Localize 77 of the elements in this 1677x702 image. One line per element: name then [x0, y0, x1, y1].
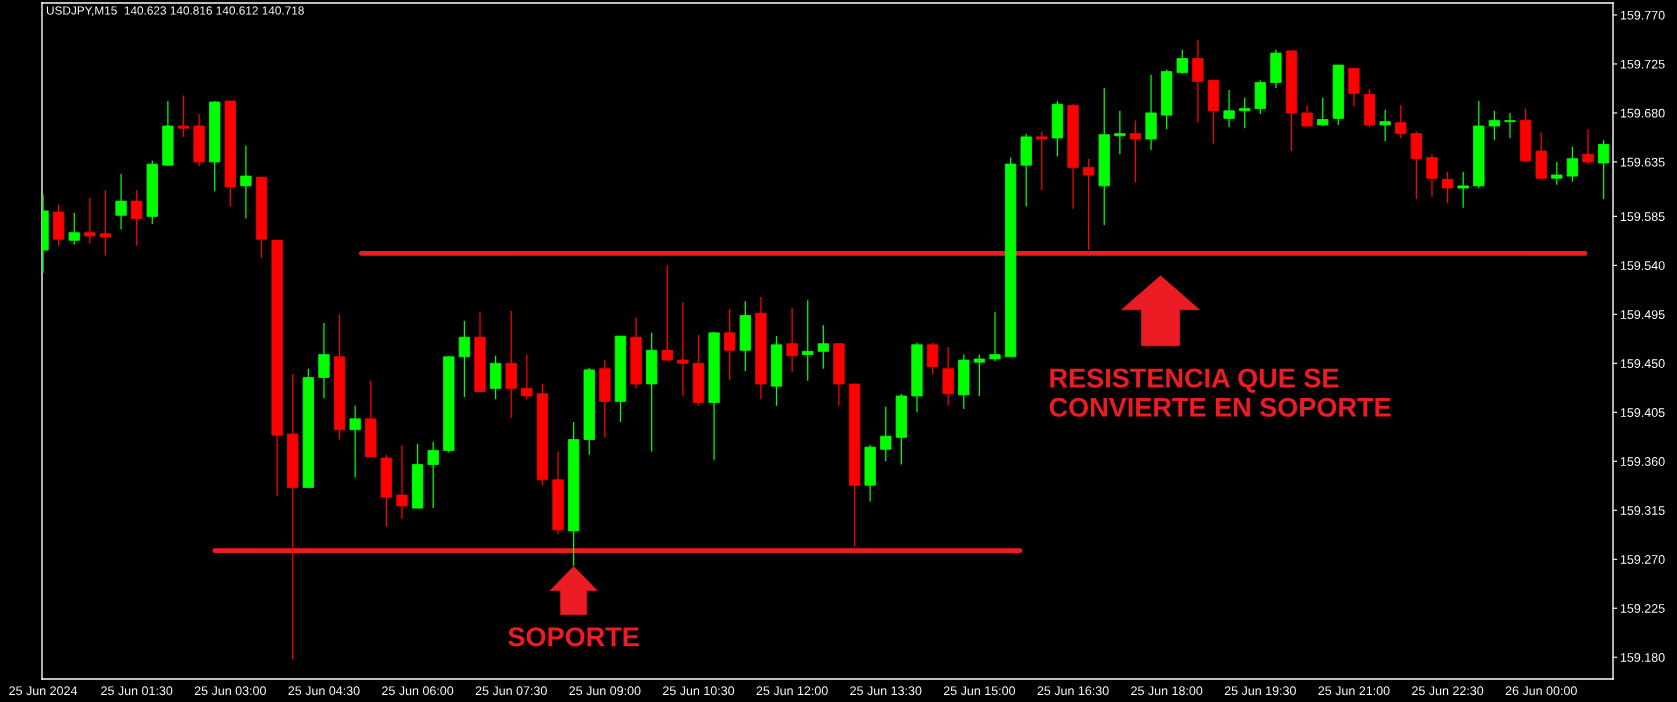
y-tick-label: 159.225: [1620, 604, 1665, 613]
candlestick: [458, 320, 471, 398]
candlestick: [786, 307, 798, 373]
x-tick-label: 25 Jun 22:30: [1412, 686, 1484, 696]
y-tick-label: 159.635: [1620, 157, 1665, 167]
candlestick: [1504, 112, 1516, 139]
candlestick: [521, 353, 533, 400]
y-tick-label: 159.315: [1620, 506, 1665, 515]
x-tick-label: 25 Jun 21:00: [1318, 686, 1390, 696]
x-tick-label: 25 Jun 01:30: [101, 686, 173, 696]
candlestick: [724, 308, 736, 381]
x-tick-label: 25 Jun 16:30: [1037, 686, 1109, 696]
candlestick: [1082, 158, 1095, 251]
x-tick-label: 25 Jun 09:00: [569, 686, 641, 696]
candlestick: [240, 144, 252, 220]
candlestick: [880, 406, 892, 462]
x-tick-label: 25 Jun 13:30: [850, 686, 922, 696]
y-tick-label: 159.405: [1620, 408, 1665, 417]
candlestick: [1379, 109, 1391, 142]
y-tick-label: 159.540: [1620, 261, 1665, 270]
candlestick: [177, 94, 190, 138]
x-tick-label: 25 Jun 07:30: [475, 686, 547, 696]
candlestick: [318, 322, 330, 399]
candlestick: [973, 353, 986, 397]
candlestick: [1395, 104, 1407, 139]
y-tick-label: 159.680: [1620, 108, 1665, 118]
y-tick-label: 159.725: [1620, 59, 1665, 69]
x-tick-label: 25 Jun 18:00: [1131, 686, 1203, 696]
candlestick: [115, 173, 127, 231]
y-tick-label: 159.770: [1620, 10, 1665, 20]
candlestick: [1176, 49, 1188, 75]
candlestick: [926, 342, 939, 375]
candlestick: [1597, 139, 1610, 200]
candlestick: [349, 405, 361, 479]
x-tick-label: 25 Jun 10:30: [662, 686, 735, 696]
candlestick: [1036, 130, 1048, 191]
candlestick: [661, 264, 673, 362]
candlestick: [1223, 89, 1235, 128]
candlestick: [396, 444, 408, 520]
candlestick: [989, 311, 1001, 362]
candlestick: [1192, 39, 1204, 124]
y-tick-label: 159.495: [1620, 310, 1665, 319]
chart-title: USDJPY,M15 140.623 140.816 140.612 140.718: [46, 6, 304, 17]
x-tick-label: 25 Jun 06:00: [382, 686, 454, 696]
candlestick: [1239, 97, 1251, 129]
y-tick-label: 159.450: [1620, 359, 1665, 368]
candlestick: [802, 299, 814, 382]
candlestick: [677, 301, 689, 397]
y-tick-label: 159.180: [1620, 653, 1665, 662]
x-tick-label: 25 Jun 19:30: [1224, 686, 1296, 696]
candlestick: [817, 324, 829, 370]
x-tick-label: 25 Jun 15:00: [943, 686, 1016, 696]
x-tick-label: 25 Jun 03:00: [194, 686, 266, 696]
candlestick: [1551, 161, 1563, 186]
candlestick: [1582, 128, 1594, 165]
annotation: RESISTENCIA QUE SE CONVIERTE EN SOPORTE: [1049, 368, 1391, 417]
y-tick-label: 159.270: [1620, 555, 1665, 564]
candlestick: [68, 212, 80, 246]
candlestick: [1488, 110, 1501, 141]
annotation: SOPORTE: [508, 627, 639, 647]
x-tick-label: 25 Jun 2024: [9, 686, 78, 696]
candlestick: [131, 189, 143, 247]
candlestick: [1317, 97, 1329, 127]
candlestick: [1566, 146, 1579, 183]
candlestick: [1114, 110, 1126, 155]
y-tick-label: 159.585: [1620, 212, 1665, 222]
candlestick: [99, 189, 112, 257]
candlestick: [84, 197, 96, 245]
x-tick-label: 25 Jun 12:00: [756, 686, 828, 696]
x-tick-label: 26 Jun 00:00: [1505, 686, 1577, 696]
candlestick: [1457, 171, 1469, 209]
candlestick: [1441, 171, 1454, 204]
x-tick-label: 25 Jun 04:30: [288, 686, 360, 696]
candlestick: [427, 441, 439, 509]
candlestick: [1129, 119, 1142, 184]
candlestick: [1426, 153, 1438, 198]
y-tick-label: 159.360: [1620, 457, 1665, 466]
